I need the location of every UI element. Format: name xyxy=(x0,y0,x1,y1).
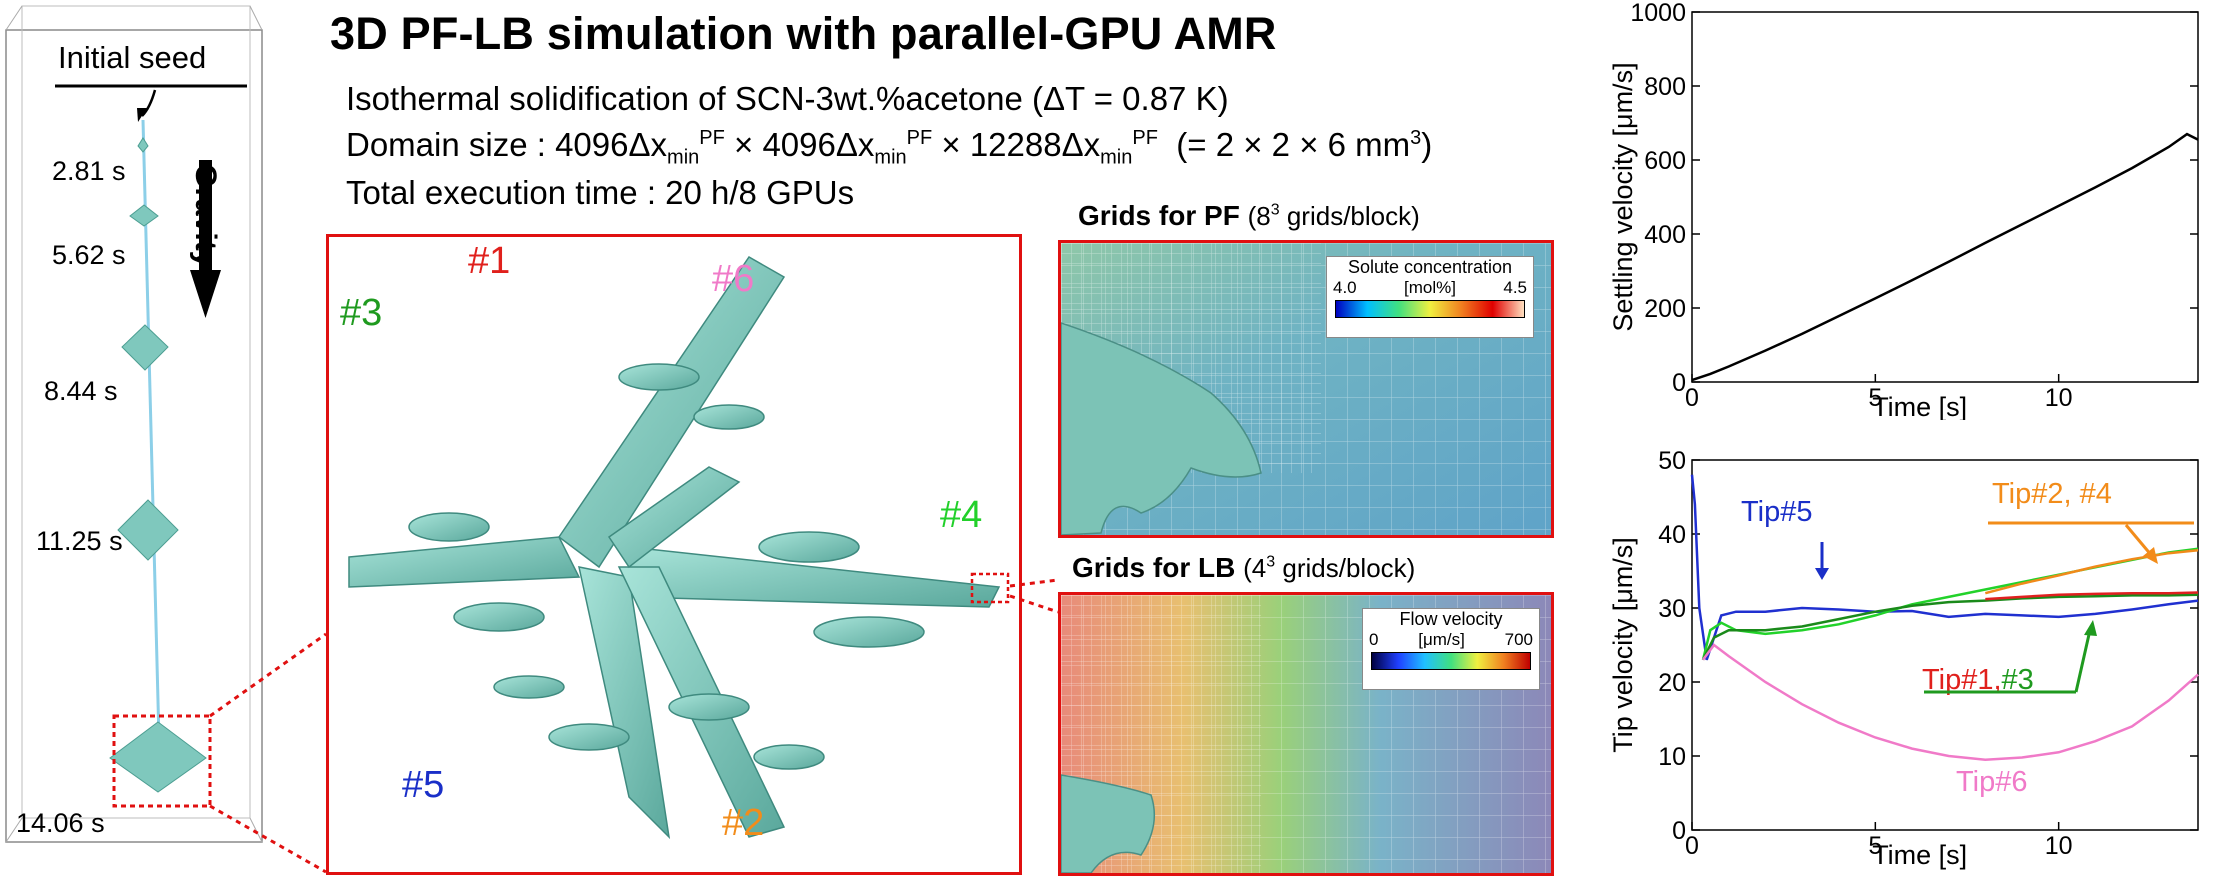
domain-box xyxy=(5,5,263,843)
pf-grid-illustration xyxy=(1061,243,1551,535)
y-tick-label: 400 xyxy=(1644,221,1686,249)
page-title: 3D PF-LB simulation with parallel-GPU AM… xyxy=(330,8,1277,59)
lb-colorbar: Flow velocity 0 [μm/s] 700 xyxy=(1362,608,1540,690)
pf-colorbar-gradient xyxy=(1335,300,1525,318)
x-tick-label: 0 xyxy=(1685,384,1699,412)
info-line-3: Total execution time : 20 h/8 GPUs xyxy=(346,174,855,211)
series-line-2 xyxy=(1984,549,2199,595)
y-axis-label: Settling velocity [μm/s] xyxy=(1608,62,1638,331)
lb-colorbar-gradient xyxy=(1371,652,1531,670)
series-line-4 xyxy=(1985,591,2199,601)
dendrite-illustration xyxy=(348,256,1010,840)
y-tick-label: 1000 xyxy=(1630,0,1686,27)
y-tick-label: 10 xyxy=(1658,743,1686,771)
settling-velocity-chart: 0 200 400 600 800 1000 0 5 10 Time [s] Settling ve… xyxy=(1608,0,2199,420)
time-label-5: 14.06 s xyxy=(16,808,105,838)
pf-grid-title: Grids for PF (83 grids/block) xyxy=(1078,200,1420,231)
plot-frame xyxy=(1691,11,2199,383)
y-tick-label: 800 xyxy=(1644,73,1686,101)
x-tick-label: 10 xyxy=(2045,384,2073,412)
time-label-1: 2.81 s xyxy=(52,156,126,186)
annot-tip5: Tip#5 xyxy=(1741,496,1813,528)
pf-colorbar-labels: 4.0 [mol%] 4.5 xyxy=(1333,278,1527,297)
x-tick-label: 0 xyxy=(1685,832,1699,860)
x-axis-label: Time [s] xyxy=(1872,392,1967,420)
time-label-4: 11.25 s xyxy=(36,526,123,556)
y-tick-label: 600 xyxy=(1644,147,1686,175)
info-line-1: Isothermal solidification of SCN-3wt.%ac… xyxy=(346,80,1229,117)
y-tick-label: 20 xyxy=(1658,669,1686,697)
lb-grid-title: Grids for LB (43 grids/block) xyxy=(1072,552,1416,583)
pf-colorbar-title: Solute concentration xyxy=(1347,257,1513,277)
arm-label-6: #6 xyxy=(712,258,755,300)
time-label-3: 8.44 s xyxy=(44,376,118,406)
pf-grid-view xyxy=(1058,240,1554,538)
info-line-2: Domain size : 4096ΔxminPF × 4096ΔxminPF … xyxy=(346,126,1433,169)
lb-colorbar-labels: 0 [μm/s] 700 xyxy=(1369,630,1533,649)
arm-label-1: #1 xyxy=(468,240,511,282)
series-line-0 xyxy=(1691,132,2199,382)
time-label-2: 5.62 s xyxy=(52,240,126,270)
x-tick-label: 10 xyxy=(2045,832,2073,860)
y-tick-label: 40 xyxy=(1658,521,1686,549)
annot-tip6: Tip#6 xyxy=(1956,766,2028,798)
initial-seed-label: Initial seed xyxy=(58,40,207,75)
x-tick-label: 5 xyxy=(1868,384,1882,412)
arm-label-4: #4 xyxy=(940,494,983,536)
x-tick-label: 5 xyxy=(1868,832,1882,860)
series-line-3 xyxy=(1701,593,2199,661)
arm-label-5: #5 xyxy=(402,764,445,806)
y-tick-label: 30 xyxy=(1658,595,1686,623)
dendrite-view xyxy=(326,234,1022,875)
y-axis-label: Tip velocity [μm/s] xyxy=(1608,537,1638,753)
arm-label-2: #2 xyxy=(722,802,765,844)
lb-colorbar-title: Flow velocity xyxy=(1399,609,1503,629)
y-tick-label: 200 xyxy=(1644,295,1686,323)
x-axis-label: Time [s] xyxy=(1872,840,1967,870)
annot-arrows xyxy=(1815,521,2194,694)
y-tick-label: 0 xyxy=(1672,369,1686,397)
series-line-5 xyxy=(1701,643,2199,761)
series-line-0 xyxy=(1690,474,2199,661)
y-tick-label: 0 xyxy=(1672,817,1686,845)
annot-tip24: Tip#2, #4 xyxy=(1992,478,2112,510)
tip-velocity-chart: 0 10 20 30 40 50 0 5 10 Time [s] Tip velocity [μm/… xyxy=(1608,447,2199,870)
arm-label-3: #3 xyxy=(340,292,383,334)
y-tick-label: 50 xyxy=(1658,447,1686,475)
plot-frame xyxy=(1691,459,2199,831)
pf-colorbar: Solute concentration 4.0 [mol%] 4.5 xyxy=(1326,256,1534,338)
